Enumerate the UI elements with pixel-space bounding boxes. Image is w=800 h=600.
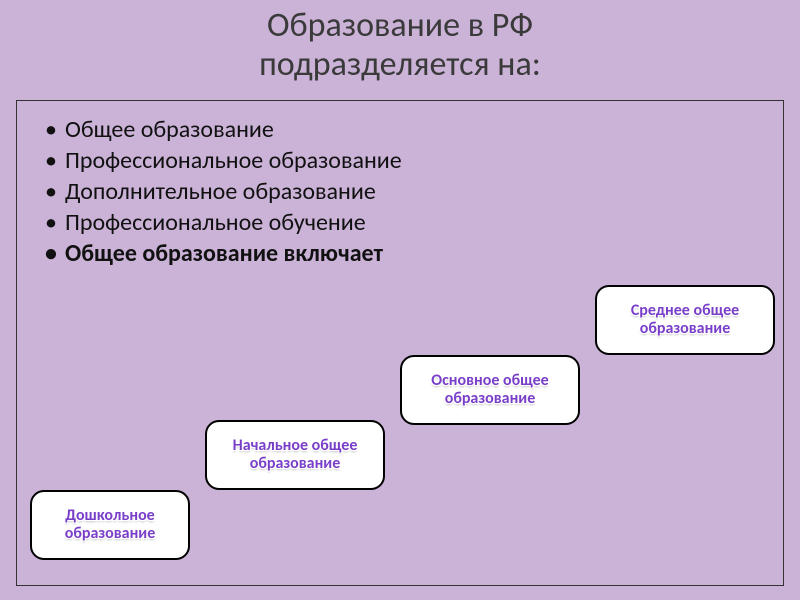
bullet-item: Общее образование [45, 115, 773, 144]
slide: Образование в РФ подразделяется на: Обще… [0, 0, 800, 600]
bullet-item: Общее образование включает [45, 239, 773, 268]
title-line-2: подразделяется на: [259, 44, 541, 85]
bullet-list: Общее образованиеПрофессиональное образо… [17, 101, 783, 268]
title-line-1: Образование в РФ [267, 5, 533, 46]
bullet-item: Дополнительное образование [45, 177, 773, 206]
slide-title: Образование в РФ подразделяется на: [0, 0, 800, 84]
step-box: Начальное общееобразование [205, 420, 385, 490]
step-box: Среднее общееобразование [595, 285, 775, 355]
step-box: Дошкольноеобразование [30, 490, 190, 560]
step-box: Основное общееобразование [400, 355, 580, 425]
bullet-item: Профессиональное обучение [45, 208, 773, 237]
bullet-item: Профессиональное образование [45, 146, 773, 175]
